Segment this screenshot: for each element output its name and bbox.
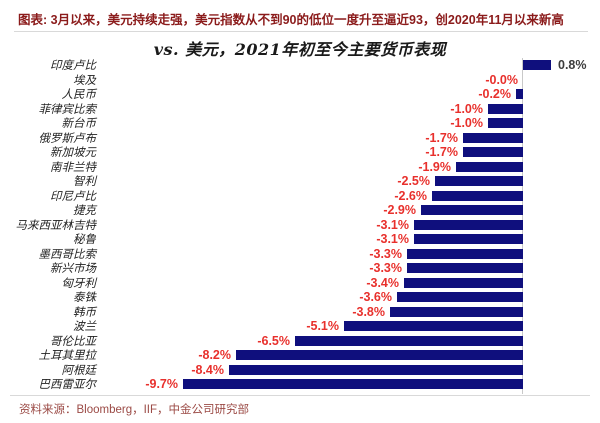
value-label: -3.1% [376, 218, 409, 232]
bar [435, 176, 523, 186]
value-label: -5.1% [306, 319, 339, 333]
category-label: 马来西亚林吉特 [15, 218, 97, 232]
category-label: 新加坡元 [50, 145, 96, 159]
value-label: -8.2% [198, 348, 231, 362]
category-label: 俄罗斯卢布 [38, 131, 97, 145]
value-label: -3.3% [369, 261, 402, 275]
value-label: -0.2% [478, 87, 511, 101]
category-label: 埃及 [73, 73, 96, 87]
bar [488, 118, 523, 128]
value-label: -3.8% [352, 305, 385, 319]
category-label: 巴西雷亚尔 [38, 377, 97, 391]
value-label: -0.0% [485, 73, 518, 87]
bar [229, 365, 523, 375]
bar [407, 263, 523, 273]
category-label: 韩币 [73, 305, 96, 319]
value-label: -1.0% [450, 102, 483, 116]
value-label: -3.1% [376, 232, 409, 246]
category-label: 匈牙利 [61, 276, 97, 290]
category-label: 波兰 [73, 319, 96, 333]
value-label: -2.9% [383, 203, 416, 217]
category-label: 哥伦比亚 [50, 334, 96, 348]
value-label: -8.4% [191, 363, 224, 377]
footer-divider [10, 395, 590, 396]
category-label: 新兴市场 [50, 261, 96, 275]
value-label: -1.0% [450, 116, 483, 130]
category-label: 智利 [73, 174, 96, 188]
value-label: -3.6% [359, 290, 392, 304]
value-label: 0.8% [558, 58, 587, 72]
category-label: 印尼卢比 [50, 189, 96, 203]
bar [523, 60, 551, 70]
value-label: -2.6% [394, 189, 427, 203]
chart-title: vs. 美元，2021年初至今主要货币表现 [153, 40, 447, 59]
bar [404, 278, 523, 288]
bar [295, 336, 523, 346]
bar [488, 104, 523, 114]
bar-chart: 印度卢比 0.8% 埃及 -0.0% 人民币 -0.2% 菲律宾比索 -1.0% 新台币 -1.0… [0, 58, 600, 394]
header-note: 图表: 3月以来，美元持续走强，美元指数从不到90的低位一度升至逼近93，创20… [18, 13, 564, 27]
value-label: -6.5% [257, 334, 290, 348]
bar [432, 191, 523, 201]
bar [344, 321, 523, 331]
bar [516, 89, 523, 99]
value-label: -9.7% [145, 377, 178, 391]
bar [414, 220, 523, 230]
bar [421, 205, 523, 215]
category-label: 新台币 [61, 116, 97, 130]
category-label: 秘鲁 [73, 232, 96, 246]
value-label: -1.7% [425, 145, 458, 159]
value-label: -3.3% [369, 247, 402, 261]
category-label: 墨西哥比索 [38, 247, 97, 261]
bar [390, 307, 523, 317]
bar [463, 133, 523, 143]
category-label: 菲律宾比索 [38, 102, 97, 116]
bar [397, 292, 523, 302]
category-label: 南非兰特 [50, 160, 96, 174]
bar [463, 147, 523, 157]
value-label: -2.5% [397, 174, 430, 188]
category-label: 印度卢比 [50, 58, 96, 72]
bar [183, 379, 523, 389]
bar [236, 350, 523, 360]
category-label: 人民币 [61, 87, 97, 101]
footer-source: 资料来源：Bloomberg，IIF，中金公司研究部 [19, 404, 250, 416]
category-label: 捷克 [73, 203, 96, 217]
category-label: 土耳其里拉 [38, 348, 97, 362]
value-label: -1.9% [418, 160, 451, 174]
bar [414, 234, 523, 244]
category-label: 阿根廷 [61, 363, 97, 377]
bar [407, 249, 523, 259]
value-label: -3.4% [366, 276, 399, 290]
bar [456, 162, 523, 172]
category-label: 泰铢 [73, 290, 96, 304]
value-label: -1.7% [425, 131, 458, 145]
header-divider [14, 31, 588, 32]
